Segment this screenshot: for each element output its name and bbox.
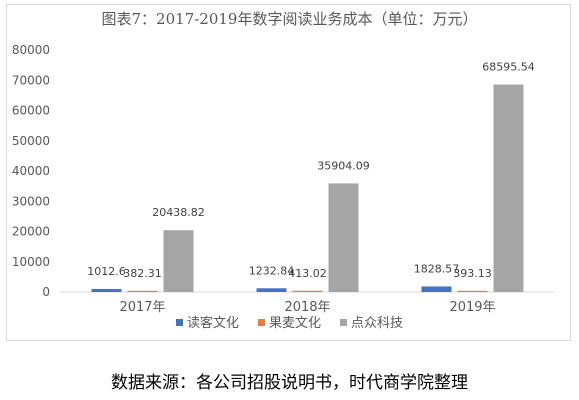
y-tick-label: 50000: [12, 134, 50, 148]
bar-chart: 0 10000 20000 30000 40000 50000 60000 70000 8000…: [12, 43, 555, 331]
legend-label: 读客文化: [187, 315, 239, 331]
data-label: 68595.54: [482, 60, 535, 73]
chart-title: 图表7：2017-2019年数字阅读业务成本（单位：万元）: [101, 10, 478, 28]
bar: [127, 290, 158, 292]
data-label: 35904.09: [317, 159, 370, 172]
y-tick-label: 40000: [12, 164, 50, 178]
x-tick-label: 2017年: [119, 300, 165, 315]
bar: [163, 230, 194, 292]
legend-label: 点众科技: [351, 316, 403, 331]
bar: [328, 183, 359, 292]
data-label: 393.13: [453, 267, 492, 280]
y-tick-label: 70000: [12, 73, 50, 87]
data-label: 20438.82: [152, 206, 205, 219]
y-tick-label: 60000: [12, 104, 50, 118]
bar: [493, 84, 524, 292]
legend-label: 果麦文化: [269, 316, 321, 331]
bar: [457, 290, 488, 292]
data-label: 1012.6: [87, 265, 126, 278]
y-tick-label: 20000: [12, 225, 50, 239]
source-caption: 数据来源：各公司招股说明书，时代商学院整理: [111, 373, 468, 393]
bar: [256, 288, 287, 292]
y-tick-label: 0: [42, 285, 50, 299]
bar: [421, 286, 452, 292]
data-label: 413.02: [288, 267, 327, 280]
y-tick-label: 10000: [12, 255, 50, 269]
x-tick-label: 2018年: [284, 300, 330, 315]
x-tick-label: 2019年: [449, 300, 495, 315]
legend-swatch: [176, 319, 183, 326]
bar: [292, 290, 323, 292]
data-label: 1828.57: [414, 262, 460, 275]
data-label: 382.31: [123, 267, 162, 280]
legend-swatch: [340, 319, 347, 326]
data-label: 1232.84: [249, 264, 295, 277]
legend-swatch: [258, 319, 265, 326]
bar: [91, 288, 122, 292]
chart-frame: [6, 4, 571, 341]
y-tick-label: 30000: [12, 194, 50, 208]
y-tick-label: 80000: [12, 43, 50, 57]
